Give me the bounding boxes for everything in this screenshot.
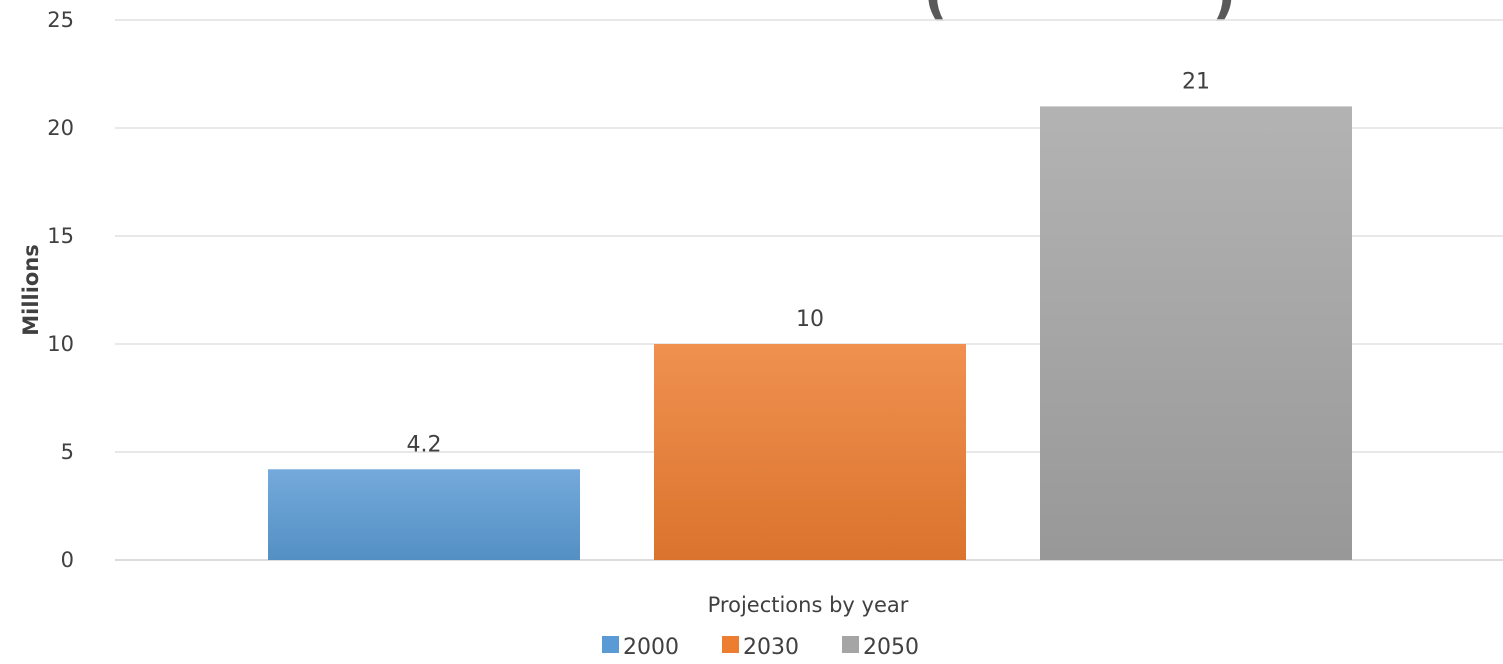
chart-title-close-paren: )	[1212, 0, 1236, 27]
bar-2000	[268, 469, 580, 560]
chart-title-open-paren: (	[924, 0, 948, 27]
data-labels: 4.2 10 21	[407, 69, 1211, 457]
y-tick-label: 5	[61, 440, 74, 464]
bars	[268, 106, 1352, 561]
data-label-2030: 10	[796, 307, 824, 332]
x-axis-title: Projections by year	[708, 593, 909, 617]
y-axis-title: Millions	[19, 244, 43, 336]
y-tick-label: 15	[47, 224, 74, 248]
legend-label-2050: 2050	[863, 635, 919, 660]
data-label-2050: 21	[1182, 69, 1210, 94]
y-tick-label: 10	[47, 332, 74, 356]
data-label-2000: 4.2	[407, 432, 442, 457]
legend-swatch-2000	[602, 636, 619, 653]
y-axis-ticks: 0 5 10 15 20 25	[47, 8, 74, 572]
legend-swatch-2050	[842, 636, 859, 653]
bar-2050	[1040, 106, 1352, 561]
bar-2030	[654, 344, 966, 560]
legend-label-2030: 2030	[743, 635, 799, 660]
legend-swatch-2030	[722, 636, 739, 653]
legend: 2000 2030 2050	[602, 635, 919, 660]
legend-label-2000: 2000	[623, 635, 679, 660]
y-tick-label: 20	[47, 116, 74, 140]
y-tick-label: 25	[47, 8, 74, 32]
y-tick-label: 0	[61, 548, 74, 572]
